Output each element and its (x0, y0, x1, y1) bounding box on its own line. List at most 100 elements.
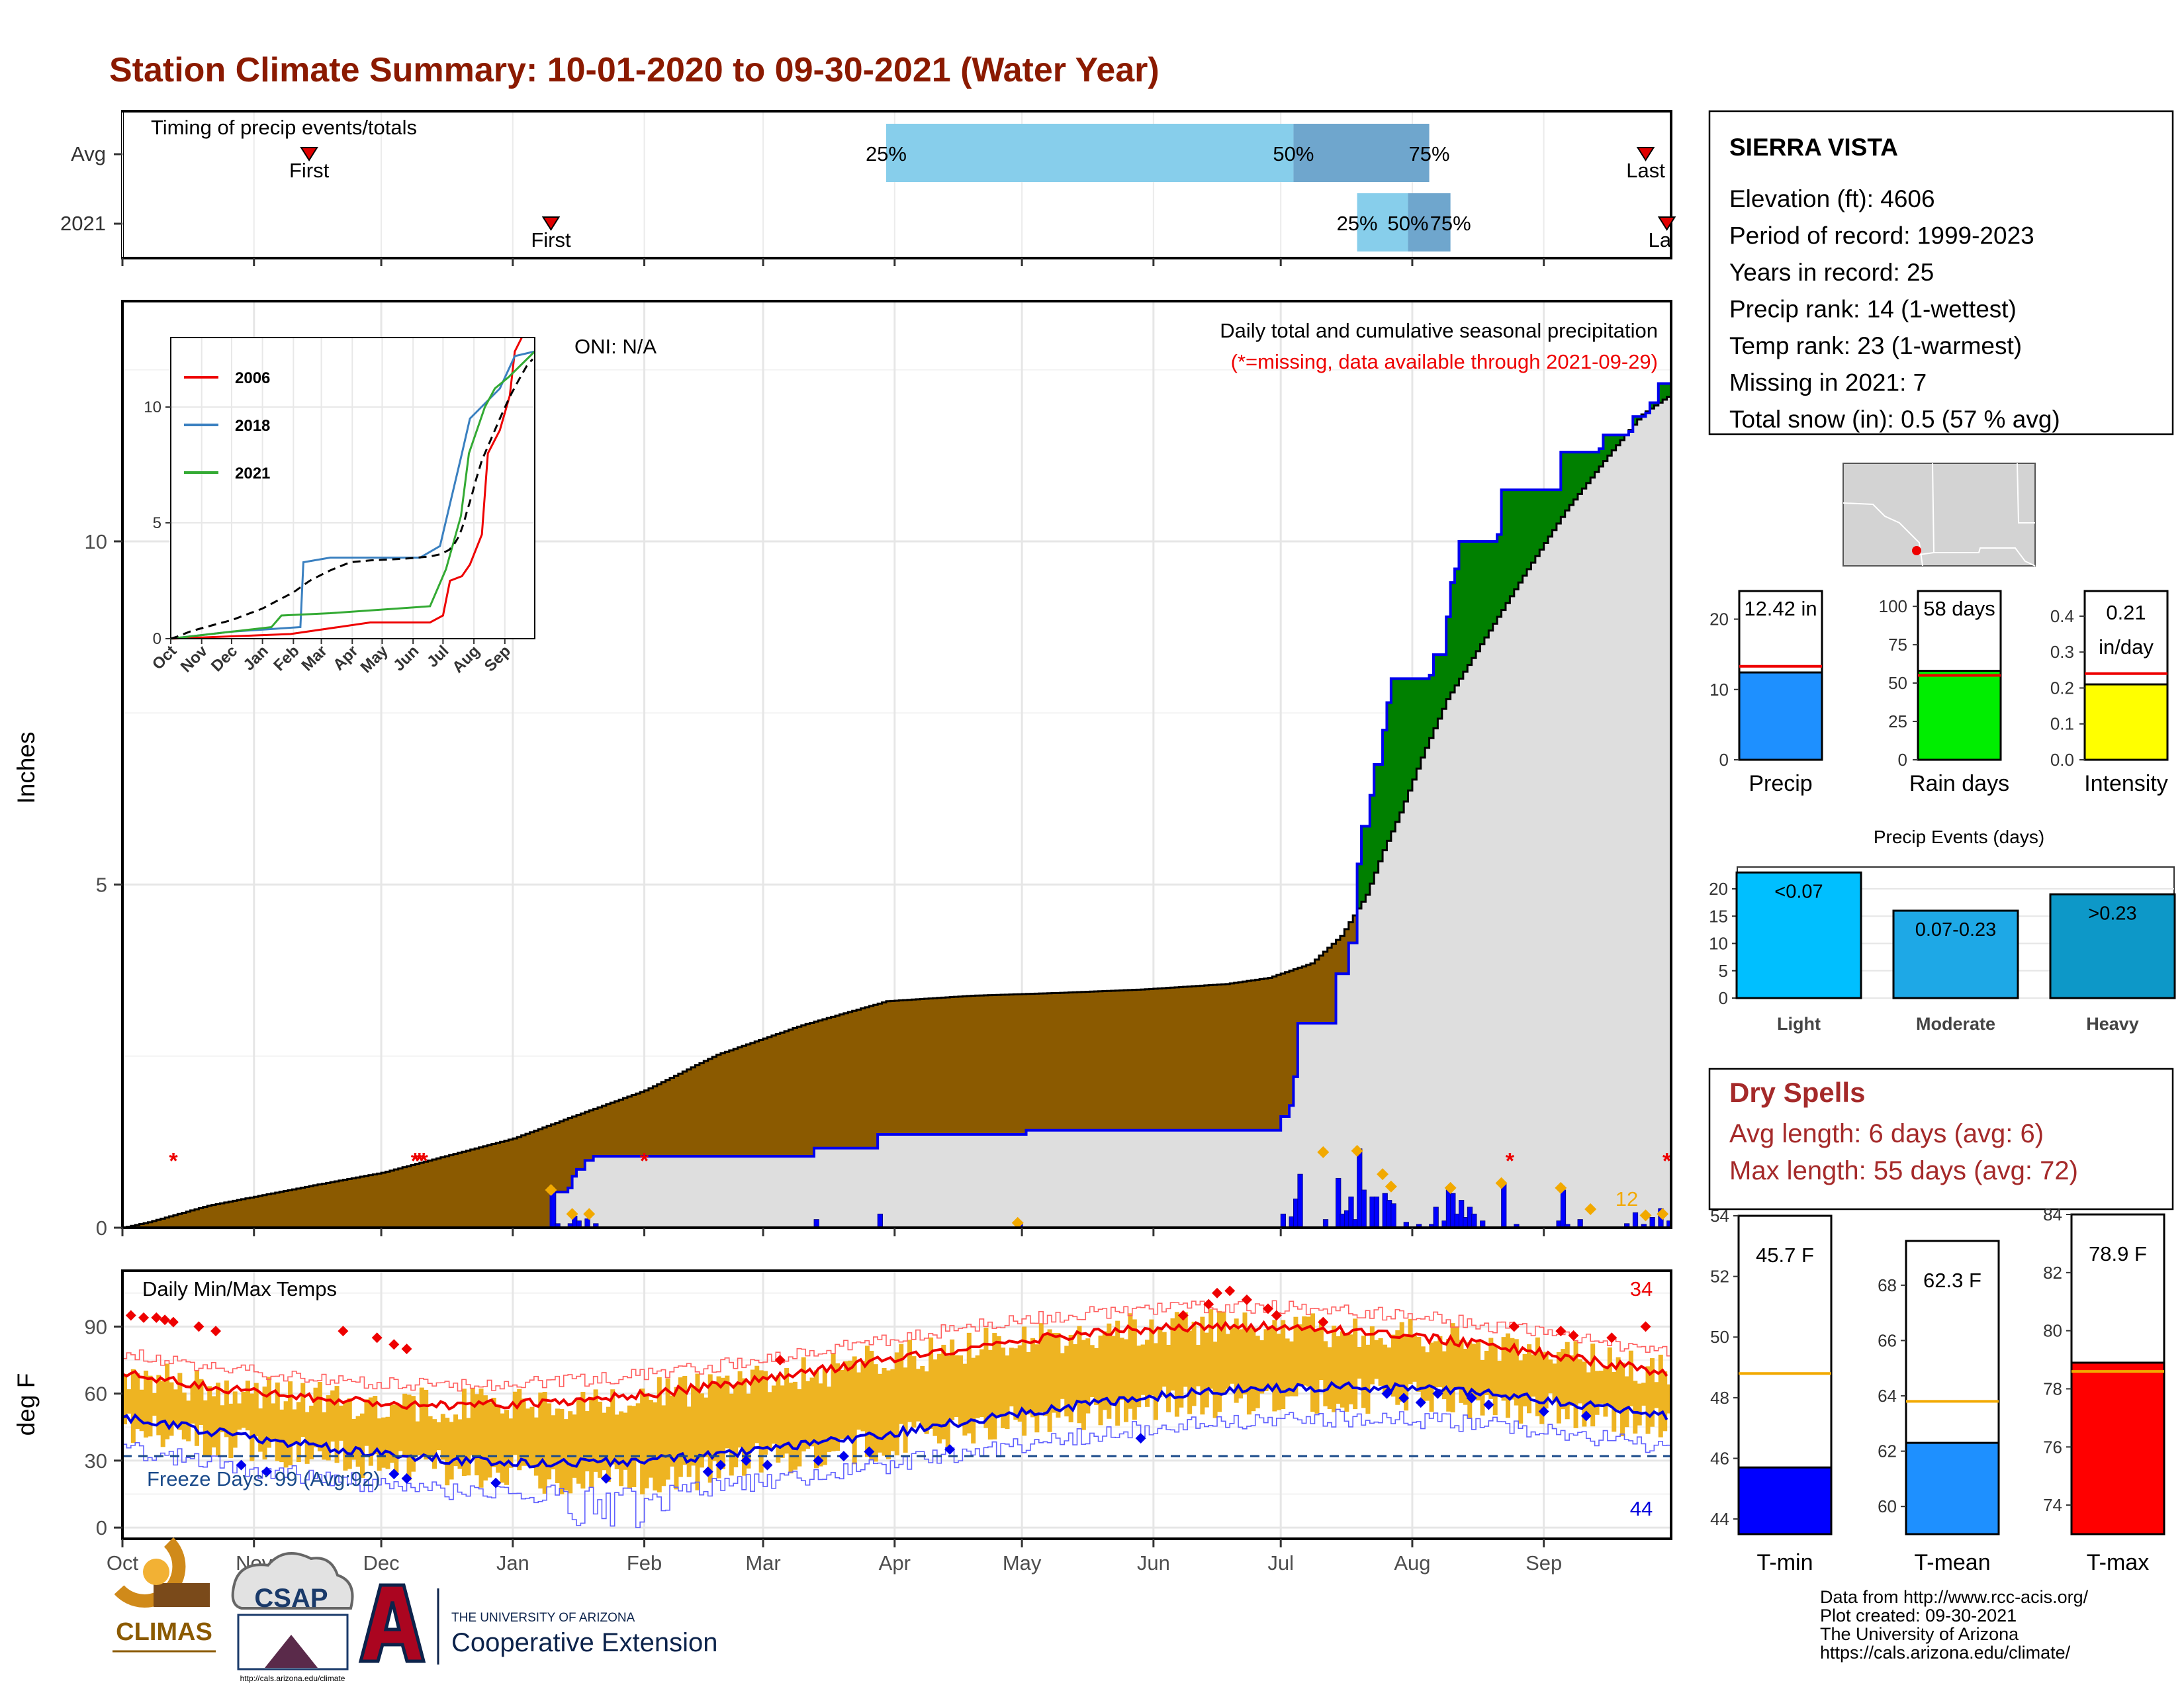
events-bar-label-heavy: >0.23 (2088, 903, 2136, 924)
daily-temp-bar (398, 1404, 403, 1451)
inset-yticks: 0 5 10 (144, 398, 171, 648)
record-low-marker (1381, 1388, 1392, 1399)
daily-temp-bar (1136, 1346, 1142, 1408)
daily-temp-bar (224, 1380, 229, 1438)
mini-chart-ytick-label: 75 (1888, 635, 1907, 655)
daily-temp-bar (704, 1397, 709, 1457)
daily-temp-bar (733, 1384, 739, 1468)
daily-temp-bar (678, 1377, 683, 1477)
temp-summary-ytick-label: 54 (1710, 1206, 1729, 1226)
daily-temp-bar (1637, 1383, 1642, 1426)
daily-temp-bar (271, 1403, 276, 1441)
daily-temp-bar (801, 1357, 806, 1452)
daily-temp-bar (1654, 1382, 1659, 1408)
station-frame (1708, 110, 2174, 435)
daily-temp-bar (300, 1383, 306, 1438)
daily-temp-bar (1492, 1345, 1498, 1416)
temp-ytick-label-1: 30 (85, 1449, 107, 1473)
station-line-6: Total snow (in): 0.5 (57 % avg) (1729, 406, 2060, 433)
daily-temp-bar (640, 1388, 645, 1494)
record-high-marker (1508, 1321, 1520, 1332)
daily-temp-bar (1153, 1343, 1158, 1420)
station-line-4: Temp rank: 23 (1-warmest) (1729, 332, 2022, 359)
precip-summary-charts: 0 10 20 12.42 in Precip 0 25 50 75 100 58 days Rain… (1709, 590, 2169, 796)
timing-first-label-0: First (289, 159, 330, 182)
daily-temp-bar (461, 1389, 467, 1477)
daily-temp-bar (1314, 1330, 1320, 1414)
missing-day-asterisk: * (411, 1148, 420, 1173)
inset-legend-label-0: 2006 (235, 369, 270, 387)
daily-temp-bar (907, 1340, 913, 1422)
temp-summary-ytick-label: 50 (1710, 1327, 1729, 1347)
daily-temp-bar (1056, 1332, 1061, 1418)
daily-temp-bar (1225, 1334, 1230, 1389)
daily-temp-bar (941, 1344, 946, 1440)
mini-chart-bar (2083, 683, 2169, 761)
daily-temp-bar (1166, 1344, 1171, 1412)
record-low-marker (1135, 1433, 1146, 1444)
daily-temp-bar (1361, 1336, 1367, 1408)
daily-temp-bar (797, 1389, 802, 1467)
daily-temp-bar (1543, 1351, 1549, 1409)
daily-temp-bar (1263, 1329, 1269, 1392)
temp-summary-label: T-mean (1914, 1550, 1990, 1575)
csap-logo-mountain (265, 1635, 318, 1668)
daily-precip-bar (877, 1213, 883, 1228)
daily-temp-bar (453, 1414, 459, 1467)
temp-ytick-label-3: 90 (85, 1315, 107, 1338)
record-low-marker (1580, 1410, 1592, 1422)
csap-logo-cloud (231, 1552, 354, 1610)
daily-temp-bar (670, 1395, 675, 1467)
daily-temp-bar (1128, 1313, 1133, 1409)
missing-day-asterisk: * (1662, 1148, 1672, 1173)
daily-temp-bar (326, 1395, 331, 1461)
daily-temp-bar (1353, 1318, 1358, 1410)
daily-temp-bar (1212, 1342, 1218, 1418)
daily-temp-bar (869, 1351, 874, 1459)
daily-temp-bar (1573, 1341, 1578, 1428)
daily-temp-bar (338, 1405, 343, 1441)
daily-temp-bar (737, 1371, 743, 1448)
record-low-line (122, 1408, 1671, 1528)
daily-temp-bar (1641, 1383, 1647, 1406)
record-high-line (122, 1300, 1671, 1392)
temp-summary-ytick-label: 68 (1878, 1275, 1897, 1295)
temp-summary-value-label: 62.3 F (1923, 1269, 1981, 1292)
daily-temp-bar (194, 1370, 199, 1446)
daily-temp-bar (1085, 1338, 1091, 1414)
footer-line-3: https://cals.arizona.edu/climate/ (1820, 1643, 2071, 1663)
month-label-10: Aug (1394, 1551, 1430, 1575)
daily-temp-bar (894, 1352, 899, 1455)
record-high-marker (1271, 1310, 1282, 1321)
daily-precip-bar (1280, 1213, 1287, 1228)
daily-temp-bar (623, 1412, 628, 1470)
mini-chart-ytick-label: 25 (1888, 711, 1907, 731)
daily-temp-bar (1450, 1323, 1455, 1412)
record-low-marker (388, 1469, 400, 1480)
temp-summary-ytick-label: 76 (2043, 1437, 2062, 1457)
daily-temp-bar (602, 1412, 607, 1471)
timing-bar-25-50-0 (886, 124, 1294, 182)
daily-temp-bar (831, 1353, 836, 1451)
daily-temp-bar (1221, 1312, 1226, 1394)
record-high-marker (159, 1314, 171, 1326)
daily-temp-bar (1441, 1351, 1447, 1400)
daily-temp-bar (1302, 1316, 1307, 1386)
daily-record-marker (1385, 1180, 1397, 1193)
csap-logo-text: CSAP (254, 1584, 328, 1613)
daily-temp-bar (347, 1398, 352, 1469)
daily-temp-bar (419, 1387, 424, 1455)
daily-temp-bar (283, 1401, 289, 1468)
daily-temp-bar (1607, 1347, 1612, 1406)
daily-temp-bar (1089, 1345, 1095, 1397)
daily-temp-bar (1161, 1332, 1167, 1387)
mini-chart-precip: 0 10 20 12.42 in Precip (1709, 590, 1823, 796)
mini-chart-ytick-label: 0 (1898, 750, 1907, 770)
freeze-days-label: Freeze Days: 99 (Avg:92) (147, 1467, 381, 1490)
daily-temp-bar (360, 1413, 365, 1479)
daily-temp-bar (165, 1363, 170, 1440)
daily-temp-bar (1318, 1319, 1324, 1381)
daily-temp-bar (996, 1336, 1001, 1416)
daily-temp-bar (491, 1397, 496, 1467)
